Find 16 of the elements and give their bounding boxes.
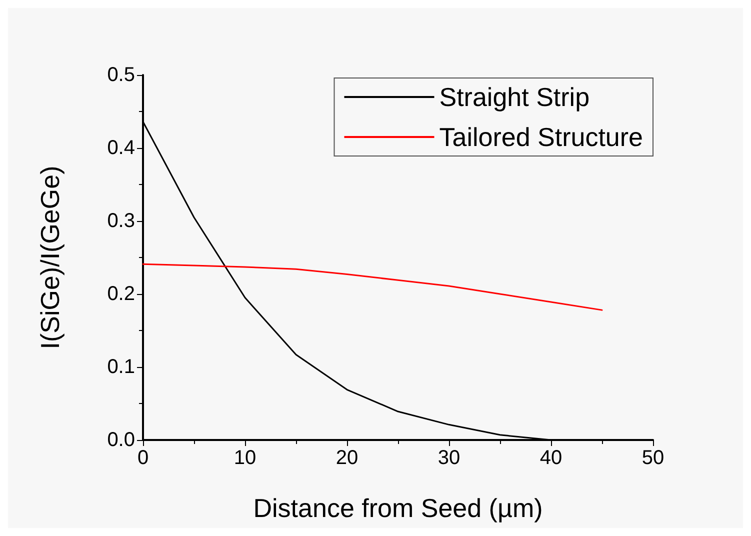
- y-tick-label: 0.0: [107, 429, 135, 451]
- y-tick-label: 0.3: [107, 210, 135, 232]
- x-tick-label: 30: [438, 447, 460, 469]
- x-tick-label: 0: [137, 447, 149, 469]
- legend-label: Tailored Structure: [439, 122, 644, 152]
- y-tick-label: 0.5: [107, 64, 135, 86]
- x-tick-label: 10: [234, 447, 256, 469]
- y-tick-label: 0.2: [107, 283, 135, 305]
- y-tick-label: 0.4: [107, 137, 135, 159]
- legend-label: Straight Strip: [439, 82, 590, 112]
- y-axis-title: I(SiGe)/I(GeGe): [35, 166, 65, 350]
- x-tick-label: 20: [336, 447, 358, 469]
- x-tick-label: 40: [540, 447, 562, 469]
- x-tick-label: 50: [642, 447, 664, 469]
- y-tick-label: 0.1: [107, 356, 135, 378]
- x-axis-title: Distance from Seed (µm): [253, 493, 543, 523]
